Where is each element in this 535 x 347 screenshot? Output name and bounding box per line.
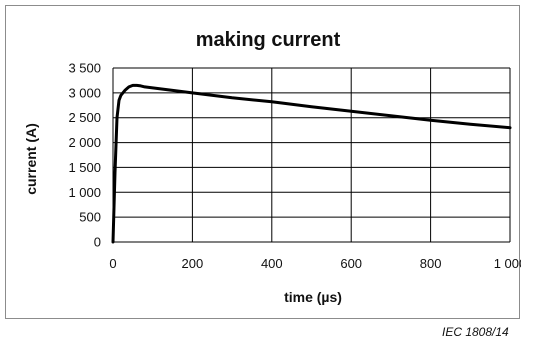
x-tick-labels: 0 200 400 600 800 1 000 xyxy=(109,256,521,271)
x-tick-label: 600 xyxy=(340,256,362,271)
x-tick-label: 0 xyxy=(109,256,116,271)
figure-reference: IEC 1808/14 xyxy=(442,325,509,339)
x-tick-label: 1 000 xyxy=(494,256,521,271)
y-tick-label: 2 000 xyxy=(68,135,101,150)
x-axis-label: time (µs) xyxy=(284,289,342,305)
y-tick-label: 0 xyxy=(94,235,101,250)
y-tick-label: 3 000 xyxy=(68,85,101,100)
y-tick-label: 2 500 xyxy=(68,110,101,125)
chart-plot: making current 0 500 1 000 1 500 2 000 2 500 3… xyxy=(23,29,521,305)
y-axis-label: current (A) xyxy=(23,123,39,195)
grid-lines xyxy=(112,67,511,243)
y-tick-label: 1 000 xyxy=(68,185,101,200)
x-tick-label: 800 xyxy=(420,256,442,271)
series-line-0 xyxy=(111,83,512,244)
chart-frame: making current 0 500 1 000 1 500 2 000 2 500 3… xyxy=(5,5,521,319)
y-tick-label: 3 500 xyxy=(68,61,101,76)
x-tick-label: 200 xyxy=(182,256,204,271)
y-tick-label: 1 500 xyxy=(68,160,101,175)
series-layer xyxy=(111,83,512,244)
y-tick-labels: 0 500 1 000 1 500 2 000 2 500 3 000 3 500 xyxy=(68,61,101,250)
chart-title: making current xyxy=(196,29,341,51)
y-tick-label: 500 xyxy=(79,210,101,225)
x-tick-label: 400 xyxy=(261,256,283,271)
